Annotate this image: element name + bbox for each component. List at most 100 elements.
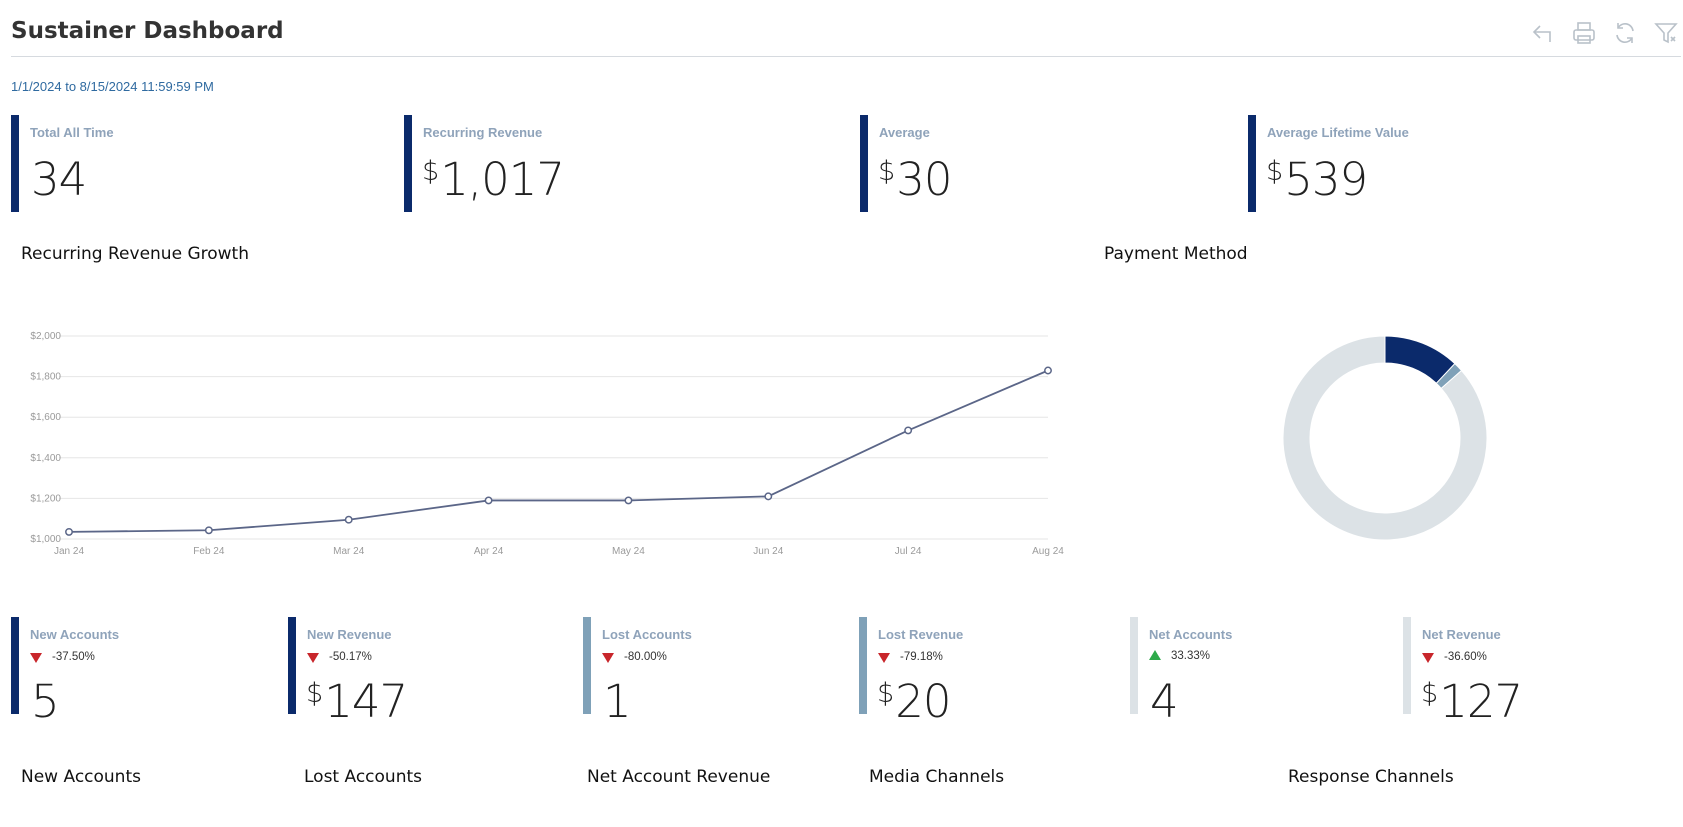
trend-up-icon: [1149, 650, 1161, 660]
trend-down-icon: [307, 653, 319, 663]
kpi-accent-bar: [1248, 115, 1256, 212]
kpi-accent-bar: [404, 115, 412, 212]
currency-symbol: $: [878, 156, 895, 187]
kpi-change-value: -37.50%: [52, 650, 95, 663]
data-point[interactable]: [764, 492, 773, 501]
y-tick-label: $2,000: [30, 331, 61, 342]
currency-symbol: $: [877, 678, 894, 709]
currency-symbol: $: [1421, 678, 1438, 709]
trend-down-icon: [1422, 653, 1434, 663]
section-title-net-account-revenue: Net Account Revenue: [587, 767, 771, 787]
kpi-change-value: -36.60%: [1444, 650, 1487, 663]
kpi-average-lifetime-value: Average Lifetime Value $539: [1248, 115, 1668, 212]
kpi-change-value: -79.18%: [900, 650, 943, 663]
data-point[interactable]: [344, 515, 353, 524]
kpi-new-revenue: New Revenue -50.17% $147: [288, 617, 538, 728]
section-title-new-accounts: New Accounts: [21, 767, 141, 787]
kpi-total-all-time: Total All Time 34: [11, 115, 371, 212]
kpi-value: 34: [29, 153, 87, 206]
revenue-growth-chart: $1,000 $1,200 $1,400 $1,600 $1,800 $2,000 Jan …: [30, 331, 1064, 557]
data-point[interactable]: [904, 426, 913, 435]
data-point[interactable]: [1044, 366, 1052, 375]
page-title: Sustainer Dashboard: [11, 18, 284, 44]
kpi-label: Total All Time: [30, 125, 114, 140]
kpi-value: 1: [601, 675, 632, 728]
currency-symbol: $: [1266, 156, 1283, 187]
kpi-value: $127: [1421, 675, 1523, 728]
kpi-accent-bar: [859, 617, 867, 714]
trend-down-icon: [30, 653, 42, 663]
kpi-number: 1: [603, 675, 632, 728]
print-button[interactable]: [1569, 18, 1599, 48]
kpi-label: Lost Revenue: [878, 627, 964, 642]
section-title-lost-accounts: Lost Accounts: [304, 767, 422, 787]
filter-button[interactable]: [1651, 18, 1681, 48]
kpi-label: Recurring Revenue: [423, 125, 543, 140]
data-point[interactable]: [624, 496, 633, 505]
kpi-accent-bar: [11, 115, 19, 212]
kpi-label: New Revenue: [307, 627, 392, 642]
back-arrow-icon: [1532, 25, 1551, 42]
kpi-value: $147: [306, 675, 408, 728]
kpi-number: 30: [896, 153, 952, 206]
kpi-change-value: -80.00%: [624, 650, 667, 663]
kpi-number: 127: [1439, 675, 1523, 728]
section-title-revenue-growth: Recurring Revenue Growth: [21, 244, 249, 264]
kpi-accent-bar: [288, 617, 296, 714]
kpi-change: -37.50%: [30, 650, 95, 663]
kpi-change-value: -50.17%: [329, 650, 372, 663]
kpi-change: -50.17%: [307, 650, 372, 663]
kpi-value: $1,017: [422, 153, 565, 206]
kpi-change: -79.18%: [878, 650, 943, 663]
refresh-icon: [1616, 23, 1634, 43]
kpi-change: -36.60%: [1422, 650, 1487, 663]
kpi-new-accounts: New Accounts -37.50% 5: [11, 617, 261, 728]
kpi-number: 5: [31, 675, 60, 728]
kpi-label: New Accounts: [30, 627, 120, 642]
data-point[interactable]: [65, 527, 73, 536]
x-tick-label: May 24: [612, 546, 645, 557]
header: Sustainer Dashboard: [11, 14, 1681, 57]
kpi-change: 33.33%: [1149, 650, 1210, 662]
data-point[interactable]: [204, 526, 213, 535]
kpi-accent-bar: [1130, 617, 1138, 714]
trend-down-icon: [602, 653, 614, 663]
print-icon: [1573, 22, 1595, 44]
kpi-change: -80.00%: [602, 650, 667, 663]
kpi-lost-accounts: Lost Accounts -80.00% 1: [583, 617, 833, 728]
payment-method-chart: [1282, 335, 1488, 541]
kpi-value: $20: [877, 675, 951, 728]
x-tick-label: Jul 24: [895, 546, 922, 557]
y-tick-label: $1,600: [30, 412, 61, 423]
toolbar: [1528, 18, 1681, 48]
x-tick-label: Jun 24: [753, 546, 783, 557]
currency-symbol: $: [422, 156, 439, 187]
section-title-payment-method: Payment Method: [1104, 244, 1248, 264]
kpi-lost-revenue: Lost Revenue -79.18% $20: [859, 617, 1109, 728]
y-tick-label: $1,200: [30, 493, 61, 504]
section-title-response-channels: Response Channels: [1288, 767, 1454, 787]
kpi-accent-bar: [11, 617, 19, 714]
x-tick-label: Aug 24: [1032, 546, 1064, 557]
data-point[interactable]: [484, 496, 493, 505]
date-range[interactable]: 1/1/2024 to 8/15/2024 11:59:59 PM: [11, 79, 214, 94]
y-tick-label: $1,000: [30, 534, 61, 545]
kpi-number: 34: [31, 153, 87, 206]
kpi-average: Average $30: [860, 115, 1220, 212]
donut-slice[interactable]: [1282, 335, 1488, 541]
kpi-label: Average: [879, 125, 930, 140]
refresh-button[interactable]: [1610, 18, 1640, 48]
kpi-value: $30: [878, 153, 952, 206]
kpi-change-value: 33.33%: [1171, 650, 1211, 662]
kpi-label: Average Lifetime Value: [1267, 125, 1409, 140]
series-line: [68, 369, 1049, 533]
kpi-net-revenue: Net Revenue -36.60% $127: [1403, 617, 1653, 728]
kpi-number: 20: [895, 675, 951, 728]
x-tick-label: Jan 24: [54, 546, 84, 557]
kpi-value: 4: [1148, 675, 1179, 728]
back-button[interactable]: [1528, 18, 1558, 48]
kpi-number: 4: [1150, 675, 1179, 728]
kpi-accent-bar: [1403, 617, 1411, 714]
currency-symbol: $: [306, 678, 323, 709]
